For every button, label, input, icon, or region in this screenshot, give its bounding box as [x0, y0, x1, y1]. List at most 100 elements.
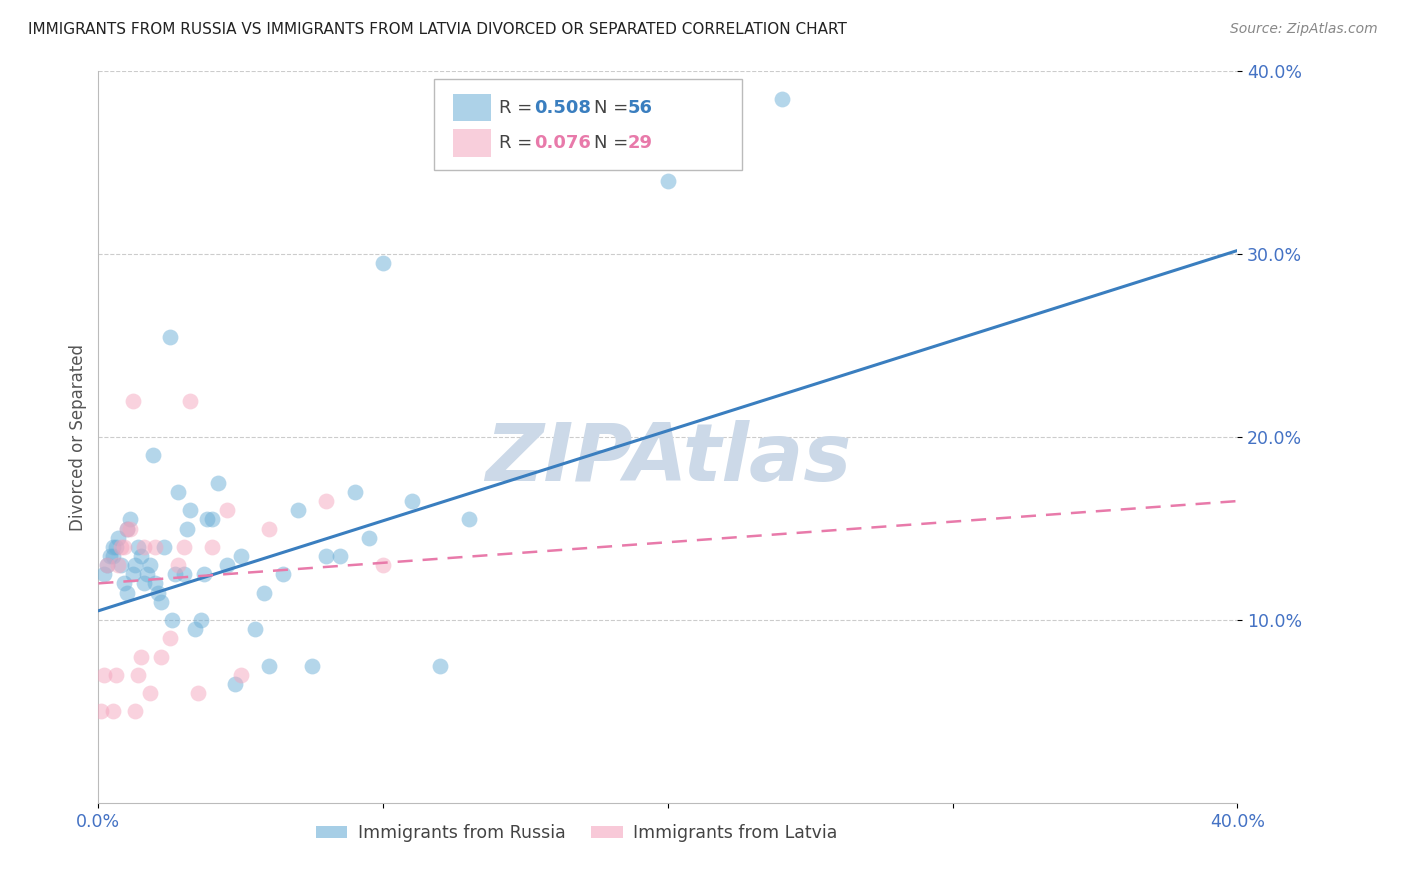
Point [259, 658, 281, 673]
Point [401, 494, 423, 508]
Point [201, 540, 224, 554]
Point [101, 540, 124, 554]
Text: 0.508: 0.508 [534, 99, 592, 117]
Point [273, 567, 295, 582]
Point [162, 613, 184, 627]
Point [124, 558, 146, 573]
Point [259, 521, 281, 535]
Point [201, 512, 224, 526]
Text: ZIPAtlas: ZIPAtlas [485, 420, 851, 498]
Point [165, 567, 187, 582]
Point [121, 393, 143, 408]
Point [187, 686, 209, 700]
Point [135, 567, 157, 582]
Point [215, 503, 238, 517]
Point [118, 512, 141, 526]
Point [129, 549, 152, 563]
Point [115, 521, 138, 535]
Text: Source: ZipAtlas.com: Source: ZipAtlas.com [1230, 22, 1378, 37]
Text: N =: N = [593, 134, 634, 152]
Text: 0.076: 0.076 [534, 134, 592, 152]
Point [167, 558, 190, 573]
Point [107, 558, 129, 573]
Point [124, 705, 146, 719]
Point [770, 92, 793, 106]
Point [315, 494, 337, 508]
Point [207, 475, 229, 490]
Text: R =: R = [499, 134, 538, 152]
Text: N =: N = [593, 99, 634, 117]
Point [110, 558, 132, 573]
Point [357, 531, 380, 545]
Point [243, 622, 266, 636]
Point [195, 512, 218, 526]
Text: 56: 56 [628, 99, 652, 117]
Point [224, 677, 246, 691]
Point [176, 521, 198, 535]
Point [129, 649, 152, 664]
Point [457, 512, 479, 526]
Point [148, 585, 170, 599]
Point [104, 540, 127, 554]
Legend: Immigrants from Russia, Immigrants from Latvia: Immigrants from Russia, Immigrants from … [309, 817, 845, 849]
Point [215, 558, 238, 573]
Point [104, 667, 127, 681]
Text: R =: R = [499, 99, 538, 117]
Point [229, 667, 252, 681]
Point [145, 540, 167, 554]
Point [118, 521, 141, 535]
Point [301, 658, 323, 673]
Point [115, 521, 138, 535]
Point [159, 632, 181, 646]
Point [184, 622, 207, 636]
Point [657, 174, 679, 188]
Point [138, 558, 160, 573]
Point [112, 540, 135, 554]
Y-axis label: Divorced or Separated: Divorced or Separated [69, 343, 87, 531]
Point [173, 567, 195, 582]
Point [110, 540, 132, 554]
Point [190, 613, 212, 627]
Point [167, 485, 190, 500]
Point [93, 667, 115, 681]
FancyBboxPatch shape [453, 94, 491, 121]
Point [229, 549, 252, 563]
Point [329, 549, 352, 563]
Point [150, 649, 173, 664]
Point [429, 658, 451, 673]
Point [138, 686, 160, 700]
Point [153, 540, 176, 554]
Point [101, 705, 124, 719]
Point [141, 448, 163, 462]
Text: IMMIGRANTS FROM RUSSIA VS IMMIGRANTS FROM LATVIA DIVORCED OR SEPARATED CORRELATI: IMMIGRANTS FROM RUSSIA VS IMMIGRANTS FRO… [28, 22, 846, 37]
Point [115, 585, 138, 599]
Point [373, 558, 395, 573]
Point [112, 576, 135, 591]
Point [90, 705, 112, 719]
Point [93, 567, 115, 582]
Point [287, 503, 309, 517]
Point [96, 558, 118, 573]
Point [315, 549, 337, 563]
Point [98, 549, 121, 563]
Point [101, 549, 124, 563]
Point [150, 594, 173, 608]
Point [373, 256, 395, 270]
Point [127, 667, 149, 681]
Point [173, 540, 195, 554]
Point [132, 540, 155, 554]
Point [132, 576, 155, 591]
Text: 29: 29 [628, 134, 652, 152]
Point [159, 329, 181, 343]
Point [107, 531, 129, 545]
FancyBboxPatch shape [453, 129, 491, 157]
Point [343, 485, 366, 500]
Point [252, 585, 274, 599]
FancyBboxPatch shape [434, 78, 742, 170]
Point [96, 558, 118, 573]
Point [179, 503, 201, 517]
Point [127, 540, 149, 554]
Point [121, 567, 143, 582]
Point [179, 393, 201, 408]
Point [145, 576, 167, 591]
